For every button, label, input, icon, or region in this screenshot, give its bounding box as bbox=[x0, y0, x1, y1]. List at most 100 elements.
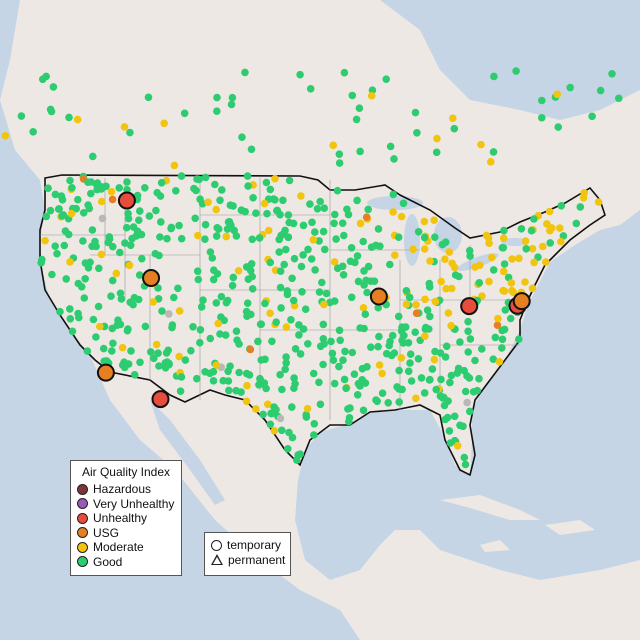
monitor-dot bbox=[281, 365, 290, 374]
legend-label: Good bbox=[93, 554, 123, 569]
monitor-dot bbox=[345, 414, 354, 422]
monitor-dot bbox=[301, 305, 310, 314]
monitor-dot bbox=[217, 313, 225, 321]
monitor-dot bbox=[235, 368, 243, 377]
monitor-marker-usg[interactable] bbox=[142, 269, 161, 288]
monitor-dot bbox=[175, 221, 183, 230]
monitor-dot bbox=[310, 431, 318, 439]
monitor-dot bbox=[407, 377, 416, 385]
monitor-dot bbox=[280, 260, 289, 269]
monitor-dot bbox=[461, 387, 470, 396]
monitor-dot bbox=[123, 178, 131, 186]
monitor-dot bbox=[441, 353, 450, 361]
monitor-dot bbox=[421, 295, 429, 304]
monitor-dot bbox=[227, 100, 236, 109]
monitor-dot bbox=[97, 250, 106, 259]
monitor-dot bbox=[201, 235, 209, 243]
monitor-dot bbox=[421, 332, 429, 341]
monitor-dot bbox=[374, 225, 383, 233]
monitor-dot bbox=[37, 259, 45, 267]
monitor-dot bbox=[320, 300, 328, 309]
monitor-dot bbox=[241, 68, 249, 77]
monitor-dot bbox=[158, 307, 166, 315]
monitor-dot bbox=[276, 370, 284, 379]
monitor-dot bbox=[162, 349, 171, 357]
monitor-dot bbox=[303, 404, 312, 413]
monitor-dot bbox=[543, 220, 551, 228]
monitor-dot bbox=[464, 348, 473, 356]
monitor-dot bbox=[498, 243, 507, 252]
monitor-dot bbox=[335, 326, 344, 335]
monitor-dot bbox=[266, 185, 275, 194]
monitor-dot bbox=[432, 385, 441, 394]
monitor-dot bbox=[557, 202, 566, 210]
monitor-dot bbox=[340, 68, 349, 77]
monitor-dot bbox=[89, 315, 98, 324]
monitor-dot bbox=[56, 307, 64, 316]
monitor-dot bbox=[242, 369, 251, 378]
monitor-dot bbox=[348, 91, 357, 100]
monitor-marker-usg[interactable] bbox=[512, 292, 531, 311]
monitor-dot bbox=[212, 361, 221, 370]
monitor-dot bbox=[282, 353, 290, 361]
monitor-dot bbox=[442, 342, 451, 351]
monitor-dot bbox=[108, 347, 116, 355]
monitor-dot bbox=[506, 314, 515, 323]
monitor-dot bbox=[594, 198, 603, 206]
monitor-dot bbox=[509, 288, 518, 297]
monitor-dot bbox=[517, 225, 526, 233]
monitor-dot bbox=[431, 233, 439, 241]
legend-swatch-icon bbox=[77, 498, 88, 510]
monitor-dot bbox=[394, 312, 403, 321]
monitor-dot bbox=[330, 219, 338, 228]
monitor-dot bbox=[391, 251, 399, 259]
monitor-marker-unhealthy[interactable] bbox=[117, 191, 136, 210]
monitor-dot bbox=[276, 267, 285, 276]
monitor-dot bbox=[88, 152, 97, 161]
monitor-dot bbox=[150, 354, 158, 363]
monitor-dot bbox=[395, 366, 403, 375]
monitor-dot bbox=[149, 298, 157, 306]
monitor-dot bbox=[420, 217, 429, 226]
monitor-dot bbox=[360, 281, 368, 289]
monitor-dot bbox=[262, 178, 271, 187]
monitor-dot bbox=[417, 374, 426, 382]
monitor-dot bbox=[353, 391, 362, 399]
monitor-dot bbox=[430, 355, 439, 364]
monitor-dot bbox=[489, 266, 498, 274]
monitor-marker-usg[interactable] bbox=[369, 287, 388, 306]
monitor-dot bbox=[281, 226, 289, 235]
monitor-dot bbox=[123, 326, 132, 335]
monitor-dot bbox=[309, 369, 318, 378]
monitor-dot bbox=[66, 305, 74, 313]
monitor-dot bbox=[297, 192, 305, 200]
monitor-dot bbox=[51, 190, 60, 199]
monitor-dot bbox=[224, 218, 233, 226]
monitor-dot bbox=[297, 262, 306, 271]
monitor-marker-unhealthy[interactable] bbox=[460, 297, 479, 316]
monitor-dot bbox=[534, 253, 542, 261]
monitor-dot bbox=[167, 224, 175, 233]
monitor-dot bbox=[336, 336, 345, 345]
monitor-marker-usg[interactable] bbox=[96, 363, 115, 382]
monitor-dot bbox=[275, 248, 284, 256]
legend-swatch-icon bbox=[77, 541, 88, 553]
monitor-dot bbox=[450, 124, 459, 133]
monitor-dot bbox=[244, 275, 253, 284]
monitor-dot bbox=[109, 339, 117, 348]
monitor-dot bbox=[296, 450, 305, 459]
monitor-dot bbox=[270, 403, 278, 411]
monitor-marker-unhealthy[interactable] bbox=[151, 390, 170, 409]
monitor-dot bbox=[412, 394, 420, 403]
monitor-dot bbox=[333, 186, 342, 195]
monitor-dot bbox=[385, 341, 394, 350]
monitor-dot bbox=[226, 201, 235, 209]
monitor-dot bbox=[350, 370, 359, 379]
monitor-dot bbox=[388, 331, 397, 340]
monitor-dot bbox=[152, 340, 161, 349]
monitor-dot bbox=[425, 279, 434, 288]
monitor-dot bbox=[266, 420, 275, 429]
monitor-dot bbox=[307, 255, 316, 263]
legend-swatch-icon bbox=[77, 527, 88, 539]
monitor-dot bbox=[278, 426, 286, 435]
